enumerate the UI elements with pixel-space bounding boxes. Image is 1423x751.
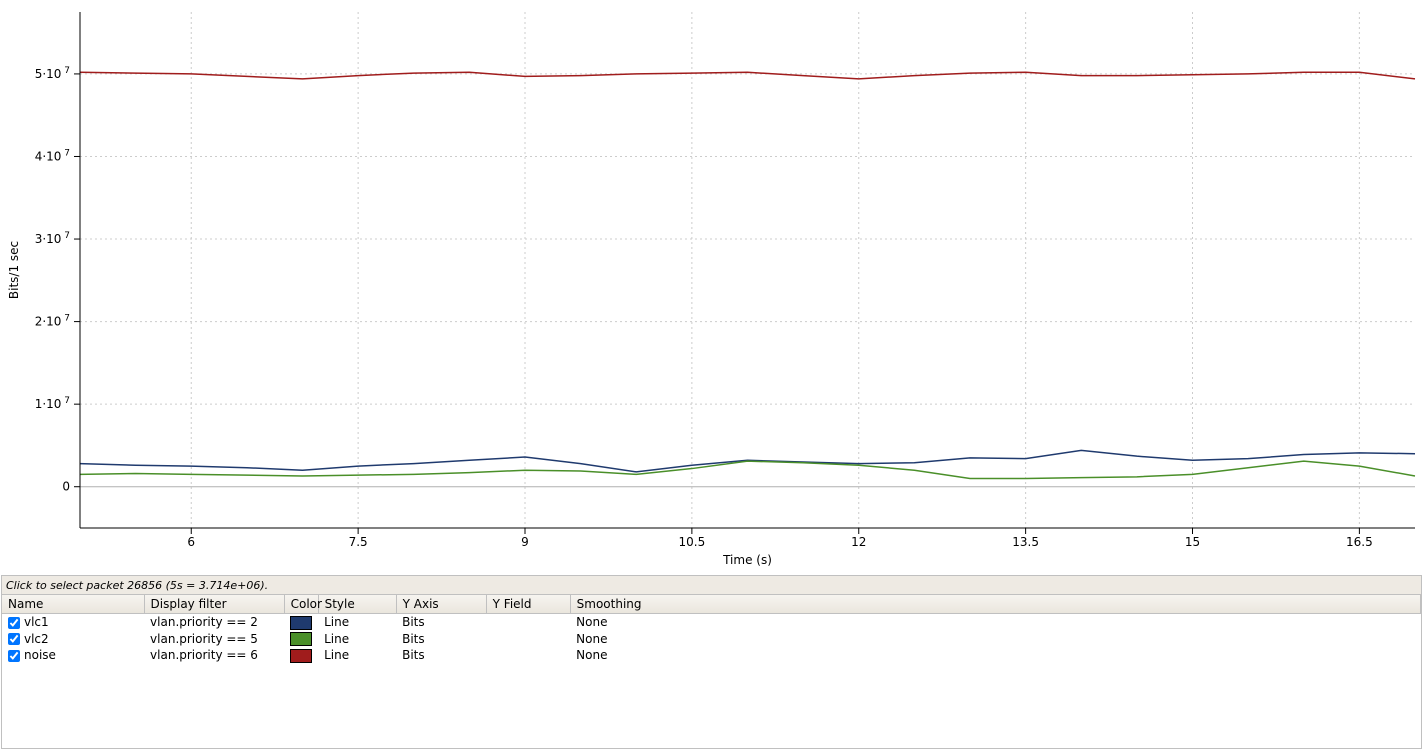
svg-text:13.5: 13.5: [1012, 535, 1039, 549]
display-filter-cell[interactable]: vlan.priority == 5: [144, 631, 284, 648]
color-swatch[interactable]: [290, 616, 312, 630]
column-header-yaxis[interactable]: Y Axis: [396, 595, 486, 614]
yaxis-cell[interactable]: Bits: [396, 614, 486, 631]
column-header-style[interactable]: Style: [318, 595, 396, 614]
style-cell[interactable]: Line: [318, 631, 396, 648]
yaxis-cell[interactable]: Bits: [396, 647, 486, 664]
svg-text:3·10 7: 3·10 7: [35, 231, 70, 246]
status-text: Click to select packet 26856 (5s = 3.714…: [6, 579, 268, 592]
svg-text:5·10 7: 5·10 7: [35, 66, 70, 81]
svg-text:16.5: 16.5: [1346, 535, 1373, 549]
svg-text:9: 9: [521, 535, 529, 549]
series-enable-checkbox[interactable]: [8, 617, 20, 629]
svg-text:0: 0: [62, 480, 70, 494]
svg-text:1·10 7: 1·10 7: [35, 396, 70, 411]
color-swatch[interactable]: [290, 632, 312, 646]
yfield-cell[interactable]: [486, 614, 570, 631]
style-cell[interactable]: Line: [318, 647, 396, 664]
column-header-filter[interactable]: Display filter: [144, 595, 284, 614]
style-cell[interactable]: Line: [318, 614, 396, 631]
yfield-cell[interactable]: [486, 631, 570, 648]
y-axis-label: Bits/1 sec: [7, 241, 21, 299]
series-name: vlc2: [24, 632, 49, 646]
series-table[interactable]: NameDisplay filterColorStyleY AxisY Fiel…: [1, 595, 1422, 749]
color-swatch[interactable]: [290, 649, 312, 663]
column-header-color[interactable]: Color: [284, 595, 318, 614]
table-row[interactable]: noise vlan.priority == 6 LineBits None: [2, 647, 1421, 664]
series-name: vlc1: [24, 615, 49, 629]
display-filter-cell[interactable]: vlan.priority == 6: [144, 647, 284, 664]
column-header-smoothing[interactable]: Smoothing: [570, 595, 1420, 614]
io-graph-chart[interactable]: 6 7.5 9 10.5 12 13.5 15 16.5 0 1·10 7 2·10 7 3·10 7…: [0, 0, 1423, 575]
column-header-yfield[interactable]: Y Field: [486, 595, 570, 614]
svg-text:7.5: 7.5: [349, 535, 368, 549]
svg-text:15: 15: [1185, 535, 1200, 549]
smoothing-cell[interactable]: None: [570, 631, 1420, 648]
column-header-name[interactable]: Name: [2, 595, 144, 614]
x-axis-label: Time (s): [722, 553, 772, 567]
yfield-cell[interactable]: [486, 647, 570, 664]
svg-text:12: 12: [851, 535, 866, 549]
series-noise: [80, 72, 1415, 79]
svg-text:6: 6: [187, 535, 195, 549]
series-enable-checkbox[interactable]: [8, 650, 20, 662]
status-bar: Click to select packet 26856 (5s = 3.714…: [1, 575, 1422, 595]
table-row[interactable]: vlc2 vlan.priority == 5 LineBits None: [2, 631, 1421, 648]
series-enable-checkbox[interactable]: [8, 633, 20, 645]
display-filter-cell[interactable]: vlan.priority == 2: [144, 614, 284, 631]
svg-text:4·10 7: 4·10 7: [35, 148, 70, 163]
svg-text:2·10 7: 2·10 7: [35, 314, 70, 329]
smoothing-cell[interactable]: None: [570, 614, 1420, 631]
series-name: noise: [24, 648, 56, 662]
table-row[interactable]: vlc1 vlan.priority == 2 LineBits None: [2, 614, 1421, 631]
yaxis-cell[interactable]: Bits: [396, 631, 486, 648]
smoothing-cell[interactable]: None: [570, 647, 1420, 664]
svg-text:10.5: 10.5: [679, 535, 706, 549]
